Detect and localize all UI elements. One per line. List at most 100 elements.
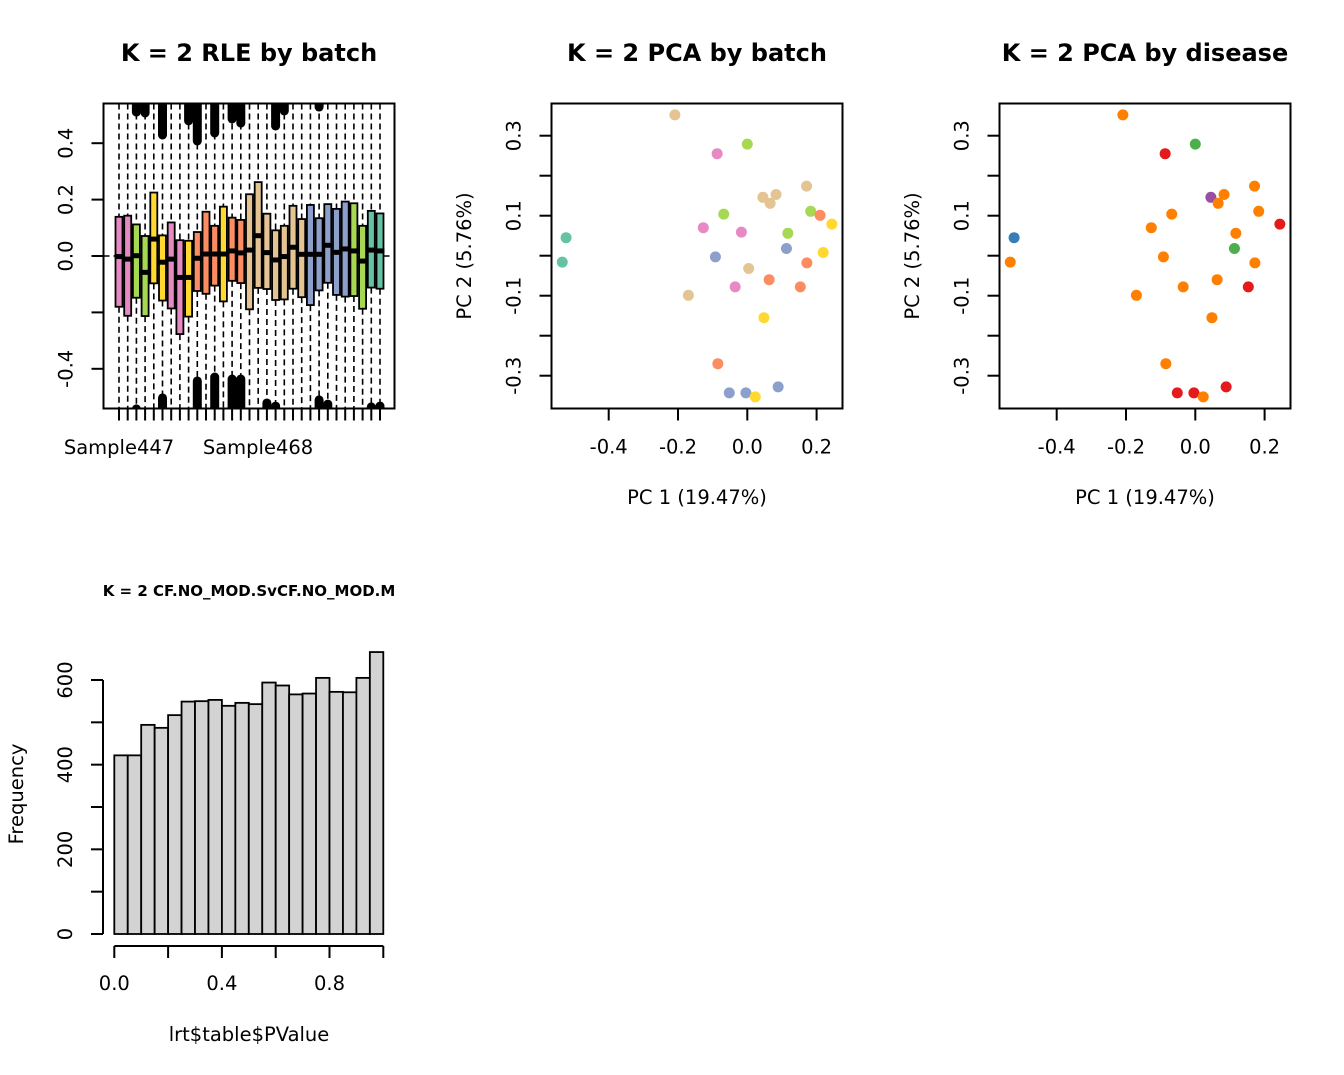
hist-xtick-label: 0.0 (99, 972, 130, 995)
pca-point (1249, 180, 1261, 192)
hist-xlabel: lrt$table$PValue (169, 1023, 330, 1046)
pca-point (758, 312, 770, 324)
pca-point (712, 358, 724, 370)
pca-disease-points (1004, 109, 1286, 403)
rle-outliers-low (236, 374, 246, 409)
rle-box (192, 231, 202, 292)
pca-ytick-label: 0.1 (951, 200, 974, 231)
pca-point (1166, 208, 1178, 220)
pca-point (764, 197, 776, 209)
pca-point (709, 251, 721, 263)
rle-outliers-low (314, 395, 324, 409)
hist-bar (180, 700, 196, 935)
rle-outliers-low (262, 398, 272, 409)
rle-xtick-label-sample468: Sample468 (203, 436, 313, 459)
pca-point (801, 257, 813, 269)
pca-point (711, 148, 723, 160)
hist-bar (288, 693, 304, 935)
hist-bar (261, 681, 277, 935)
pca-point (1206, 312, 1218, 324)
pca-ytick-label: 0.1 (503, 200, 526, 231)
pca-batch-xlabel: PC 1 (19.47%) (627, 486, 767, 509)
pca-xtick-label: 0.0 (1180, 436, 1211, 459)
hist-bar (113, 754, 129, 935)
rle-marks (103, 103, 395, 409)
rle-outliers-high (192, 103, 202, 146)
rle-axes: -0.4 0.0 0.2 0.4 (55, 128, 381, 421)
pca-ytick-label: -0.3 (951, 357, 974, 395)
pca-xtick-label: 0.2 (801, 436, 832, 459)
pca-point (1274, 218, 1286, 230)
rle-box (140, 235, 150, 317)
pca-point (1205, 191, 1217, 203)
pca-disease-panel: K = 2 PCA by disease -0.4 -0.2 0.0 0.2-0.3-… (901, 39, 1292, 509)
hist-xtick-label: 0.4 (206, 972, 237, 995)
rle-outliers-high (271, 103, 281, 131)
pca-point (1249, 257, 1261, 269)
rle-box (166, 221, 176, 310)
pca-ytick-label: 0.3 (503, 120, 526, 151)
hist-bar (368, 651, 385, 935)
rle-outliers-high (236, 103, 246, 128)
pca-point (1145, 222, 1157, 234)
pca-point (682, 289, 694, 301)
rle-outliers-high (158, 103, 167, 140)
hist-title: K = 2 CF.NO_MOD.SvCF.NO_MOD.M (103, 582, 396, 600)
hist-bar (234, 701, 250, 935)
rle-outliers-high (279, 103, 289, 116)
pca-point (814, 209, 826, 221)
hist-ytick-label: 400 (54, 746, 77, 783)
rle-outliers-high (140, 103, 150, 118)
pca-ytick-label: 0.3 (951, 120, 974, 151)
pca-batch-panel: K = 2 PCA by batch -0.4 -0.2 0.0 0.2-0.3-0.… (453, 39, 844, 509)
rle-outliers-low (375, 401, 385, 409)
pca-point (718, 208, 730, 220)
pca-ytick-label: -0.3 (503, 357, 526, 395)
pca-point (1212, 197, 1224, 209)
pca-point (749, 391, 761, 403)
rle-box (114, 215, 124, 308)
pca-batch-points (556, 109, 838, 403)
rle-outliers-low (271, 401, 281, 409)
rle-outliers-high (227, 103, 237, 124)
hist-bar (126, 754, 143, 935)
pca-point (826, 218, 838, 230)
hist-bar (274, 684, 291, 935)
rle-box (279, 224, 289, 301)
pca-point (1218, 189, 1230, 200)
rle-outliers-low (323, 399, 333, 409)
rle-outliers-low (227, 374, 237, 409)
pca-point (740, 387, 752, 399)
pca-disease-title: K = 2 PCA by disease (1002, 39, 1289, 67)
pca-point (1242, 281, 1254, 293)
hist-bar (207, 698, 223, 935)
rle-ytick-label: 0.2 (55, 184, 78, 215)
rle-boxplot-panel: K = 2 RLE by batch -0.4 0.0 0.2 0.4 Sample4… (55, 39, 396, 459)
hist-ytick-label: 600 (54, 661, 77, 698)
hist-axes: 0.0 0.4 0.8 0 200 400 600 (54, 661, 385, 995)
pca-point (801, 180, 813, 192)
pca-disease-xlabel: PC 1 (19.47%) (1075, 486, 1215, 509)
pca-point (817, 247, 829, 258)
hist-bar (247, 703, 264, 935)
pca-xtick-label: 0.2 (1249, 436, 1280, 459)
pca-point (743, 263, 755, 274)
hist-bar (140, 723, 156, 935)
rle-outliers-high (131, 103, 141, 117)
pca-xtick-label: -0.2 (659, 436, 697, 459)
pca-point (1228, 243, 1240, 254)
pca-xtick-label: 0.0 (732, 436, 763, 459)
rle-xtick-label-sample447: Sample447 (64, 436, 174, 459)
pca-point (1117, 109, 1129, 121)
pca-xtick-label: -0.4 (1038, 436, 1076, 459)
pca-xtick-label: -0.2 (1107, 436, 1145, 459)
hist-ytick-label: 0 (54, 928, 77, 940)
hist-bar (355, 676, 371, 935)
pca-point (782, 227, 794, 239)
pca-point (1157, 251, 1169, 263)
pca-point (729, 281, 741, 293)
rle-ytick-label: 0.4 (55, 128, 78, 159)
pvalue-histogram-panel: K = 2 CF.NO_MOD.SvCF.NO_MOD.M 0.0 0.4 0.80… (5, 582, 395, 1046)
rle-outliers-low (192, 376, 202, 409)
